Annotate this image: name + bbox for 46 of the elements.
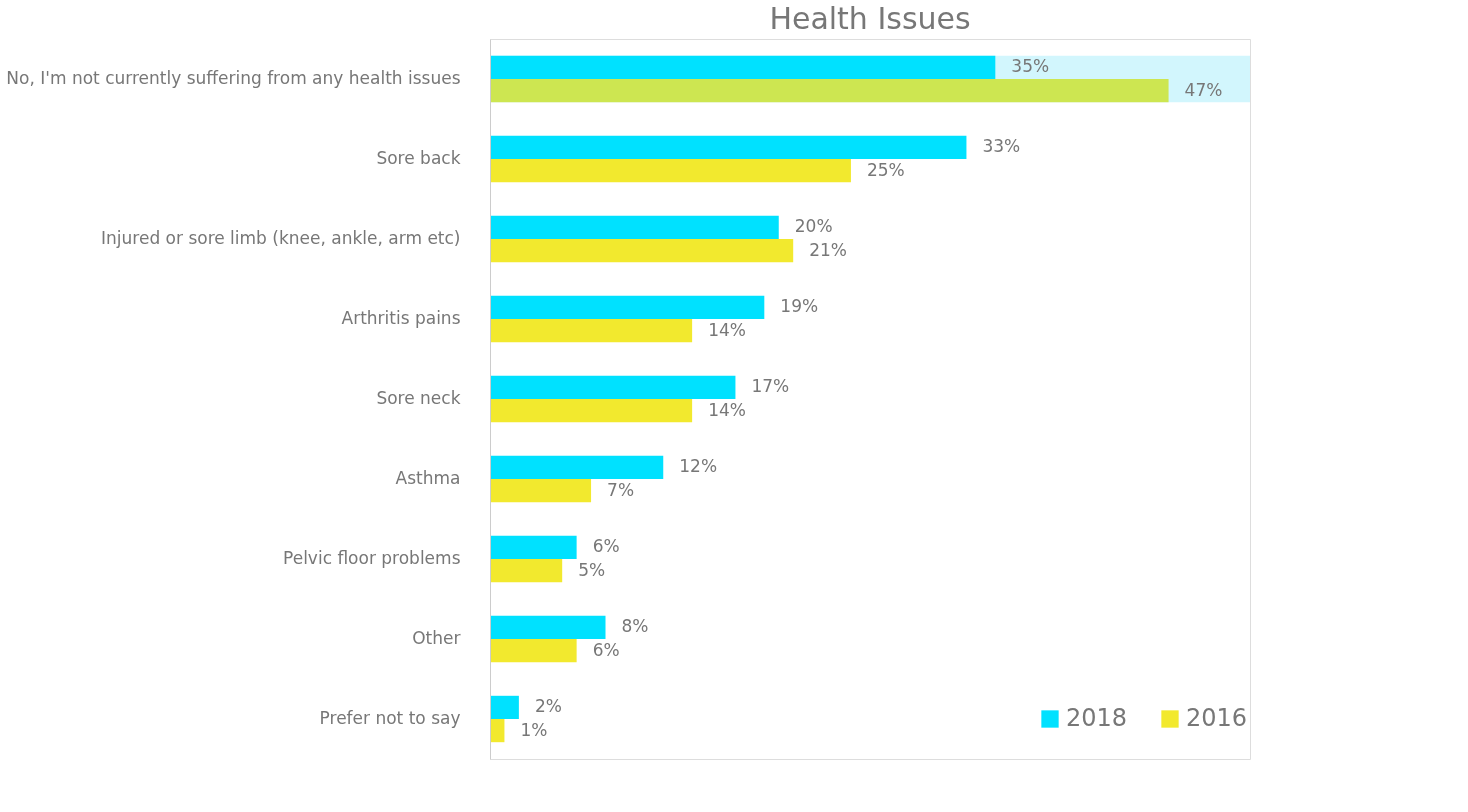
bar <box>490 535 577 559</box>
y-tick-label: Sore neck <box>376 388 461 408</box>
data-label: 19% <box>780 296 819 317</box>
bar <box>490 639 577 663</box>
data-label: 12% <box>679 456 718 477</box>
data-label: 5% <box>578 559 606 580</box>
data-label: 14% <box>708 319 746 340</box>
legend-label: 2018 <box>1066 704 1128 732</box>
data-label: 35% <box>1011 56 1050 77</box>
y-tick-label: Asthma <box>395 468 461 488</box>
data-label: 20% <box>794 216 833 237</box>
y-tick-label: Other <box>412 628 461 648</box>
data-label: 7% <box>607 479 635 500</box>
legend-label: 2016 <box>1186 704 1248 732</box>
y-tick-label: Injured or sore limb (knee, ankle, arm etc) <box>101 228 461 248</box>
bar <box>490 159 851 183</box>
bar <box>490 695 519 719</box>
bar <box>490 215 779 239</box>
y-tick-label: Sore back <box>376 148 461 168</box>
data-label: 1% <box>520 719 548 740</box>
data-label: 14% <box>708 399 746 420</box>
bar <box>490 615 606 639</box>
chart-title: Health Issues <box>769 1 971 36</box>
y-tick-label: Pelvic floor problems <box>283 548 461 568</box>
bar <box>490 55 996 79</box>
bar <box>490 559 563 583</box>
bar <box>490 479 592 503</box>
data-label: 2% <box>534 696 562 717</box>
y-tick-label: No, I'm not currently suffering from any health issues <box>6 68 461 88</box>
data-label: 25% <box>866 159 905 180</box>
y-tick-label: Arthritis pains <box>341 308 461 328</box>
data-label: 6% <box>592 639 620 660</box>
bar <box>490 239 794 263</box>
data-label: 6% <box>592 536 620 557</box>
y-tick-label: Prefer not to say <box>319 708 461 728</box>
data-label: 21% <box>809 239 847 260</box>
bar <box>490 295 765 319</box>
data-label: 17% <box>751 376 790 397</box>
data-label: 33% <box>982 136 1021 157</box>
bar <box>490 455 664 479</box>
bar <box>490 399 693 423</box>
data-label: 8% <box>621 616 649 637</box>
bar <box>490 319 693 343</box>
bar <box>490 135 967 159</box>
bar <box>490 375 736 399</box>
data-label: 47% <box>1184 79 1223 100</box>
